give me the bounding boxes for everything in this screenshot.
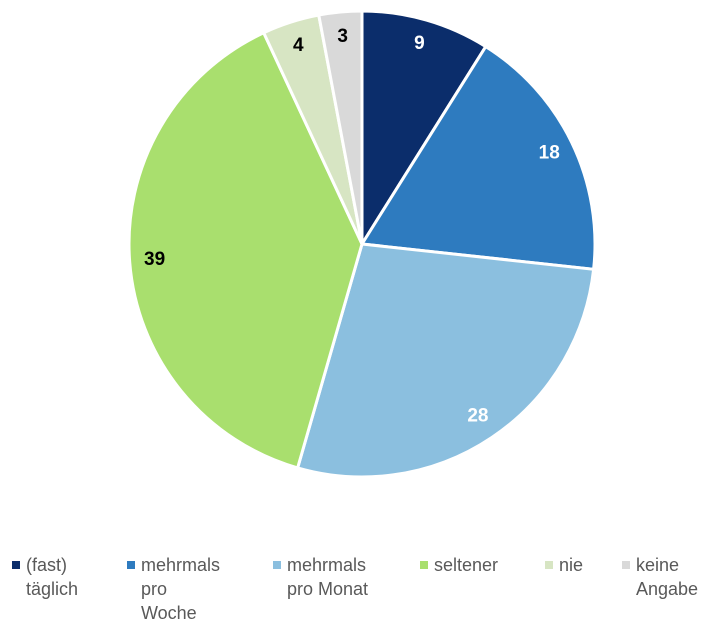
legend-swatch <box>127 561 135 569</box>
legend-item: keine Angabe <box>622 553 721 601</box>
data-label: 39 <box>144 249 165 270</box>
pie-slice <box>360 9 488 250</box>
legend-item: nie <box>545 553 643 577</box>
legend-label: (fast) täglich <box>26 555 79 599</box>
legend-label: nie <box>559 555 584 575</box>
legend-swatch <box>12 561 20 569</box>
pie-slice <box>295 242 596 479</box>
legend-swatch <box>622 561 630 569</box>
legend-item: mehrmals pro Monat <box>273 553 371 601</box>
pie-slice <box>317 9 364 245</box>
data-label: 9 <box>414 33 425 54</box>
legend-swatch <box>420 561 428 569</box>
legend-item: seltener <box>420 553 518 577</box>
data-label: 3 <box>337 26 348 47</box>
pie-slice <box>127 30 364 470</box>
pie-area: 9 18 28 39 4 3 <box>127 9 597 479</box>
legend-label: mehrmals pro Woche <box>141 555 221 623</box>
legend-item: mehrmals pro Woche <box>127 553 225 625</box>
legend-label: seltener <box>434 555 499 575</box>
data-label: 28 <box>467 406 488 427</box>
legend-label: keine Angabe <box>636 555 699 599</box>
data-label: 18 <box>539 142 560 163</box>
legend-swatch <box>545 561 553 569</box>
pie-slice <box>359 44 597 271</box>
legend-label: mehrmals pro Monat <box>287 555 369 599</box>
data-label: 4 <box>293 35 304 56</box>
legend-swatch <box>273 561 281 569</box>
legend-item: (fast) täglich <box>12 553 110 601</box>
